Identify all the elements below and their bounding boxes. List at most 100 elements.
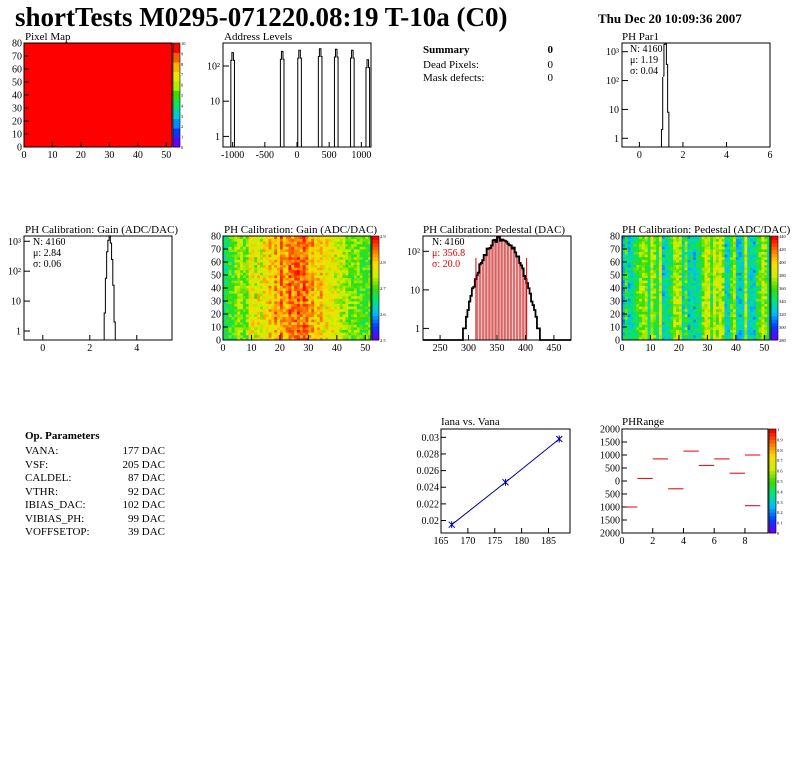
map-cell xyxy=(735,327,740,330)
map-cell xyxy=(750,290,754,294)
color-scale-step xyxy=(173,43,180,53)
map-cell xyxy=(624,256,629,260)
map-cell xyxy=(359,321,363,325)
map-cell xyxy=(251,329,255,333)
x-tick-label: -500 xyxy=(256,150,274,161)
map-cell xyxy=(622,251,626,255)
map-cell xyxy=(322,264,326,268)
map-cell xyxy=(334,319,338,323)
map-cell xyxy=(237,256,241,260)
map-cell xyxy=(353,319,358,323)
map-cell xyxy=(345,311,349,315)
map-cell xyxy=(627,254,631,258)
map-cell xyxy=(342,259,346,263)
map-cell xyxy=(328,259,332,263)
map-cell xyxy=(365,254,369,258)
map-cell xyxy=(237,316,241,320)
map-cell xyxy=(733,329,737,333)
map-cell xyxy=(704,308,708,312)
map-cell xyxy=(242,243,247,247)
map-cell xyxy=(311,277,315,281)
map-cell xyxy=(676,324,680,328)
map-cell xyxy=(242,251,247,255)
map-cell xyxy=(225,301,230,304)
color-scale-step xyxy=(372,298,379,303)
map-cell xyxy=(698,246,703,250)
map-cell xyxy=(696,241,700,245)
map-cell xyxy=(348,288,352,291)
map-cell xyxy=(228,334,232,338)
map-cell xyxy=(622,295,626,299)
map-cell xyxy=(319,321,324,325)
map-cell xyxy=(718,290,723,294)
map-cell xyxy=(277,295,281,299)
map-cell xyxy=(291,267,295,271)
map-cell xyxy=(758,282,762,286)
map-cell xyxy=(351,243,355,247)
map-cell xyxy=(291,327,295,330)
map-cell xyxy=(718,329,723,333)
map-cell xyxy=(741,249,745,252)
map-cell xyxy=(713,262,717,265)
color-scale-step xyxy=(769,508,776,513)
map-cell xyxy=(234,236,238,239)
map-cell xyxy=(262,306,267,310)
map-cell xyxy=(644,306,649,310)
color-scale-step xyxy=(771,249,778,254)
map-cell xyxy=(299,264,304,268)
map-cell xyxy=(750,236,754,239)
map-cell xyxy=(673,295,677,299)
map-cell xyxy=(291,285,295,289)
map-cell xyxy=(365,329,369,333)
map-cell xyxy=(633,254,637,258)
map-cell xyxy=(225,256,230,260)
summary-box: Summary 0 Dead Pixels: 0 Mask defects: 0 xyxy=(423,43,553,85)
map-cell xyxy=(328,243,332,247)
map-cell xyxy=(325,314,329,317)
map-cell xyxy=(254,243,258,247)
map-cell xyxy=(311,334,315,338)
map-cell xyxy=(302,324,306,328)
map-cell xyxy=(687,303,691,307)
map-cell xyxy=(228,329,232,333)
map-cell xyxy=(715,308,720,312)
map-cell xyxy=(676,246,680,250)
map-cell xyxy=(351,334,355,338)
map-cell xyxy=(365,337,369,341)
map-cell xyxy=(231,324,235,328)
map-cell xyxy=(630,277,634,281)
map-cell xyxy=(693,280,697,284)
map-cell xyxy=(744,251,748,255)
map-cell xyxy=(228,295,232,299)
map-cell xyxy=(715,243,720,247)
map-cell xyxy=(622,324,626,328)
color-scale-step xyxy=(372,319,379,324)
map-cell xyxy=(659,243,663,247)
map-cell xyxy=(223,246,227,250)
map-cell xyxy=(308,241,312,245)
map-cell xyxy=(225,241,230,245)
map-cell xyxy=(291,332,295,336)
map-cell xyxy=(639,254,643,258)
map-cell xyxy=(299,308,304,312)
map-cell xyxy=(260,285,264,289)
map-cell xyxy=(245,236,250,239)
map-cell xyxy=(764,251,768,255)
color-scale-step xyxy=(769,526,776,531)
map-cell xyxy=(268,316,272,320)
map-cell xyxy=(713,316,717,320)
map-cell xyxy=(752,243,757,247)
map-cell xyxy=(690,251,694,255)
map-cell xyxy=(359,285,363,289)
map-cell xyxy=(365,293,369,297)
map-cell xyxy=(684,288,688,291)
map-cell xyxy=(641,236,646,239)
x-tick-label: 10 xyxy=(47,150,57,161)
map-cell xyxy=(285,293,289,297)
param-value: 92 DAC xyxy=(128,485,165,498)
map-cell xyxy=(644,303,649,307)
map-cell xyxy=(362,246,366,250)
map-cell xyxy=(297,314,301,317)
map-cell xyxy=(345,295,349,299)
